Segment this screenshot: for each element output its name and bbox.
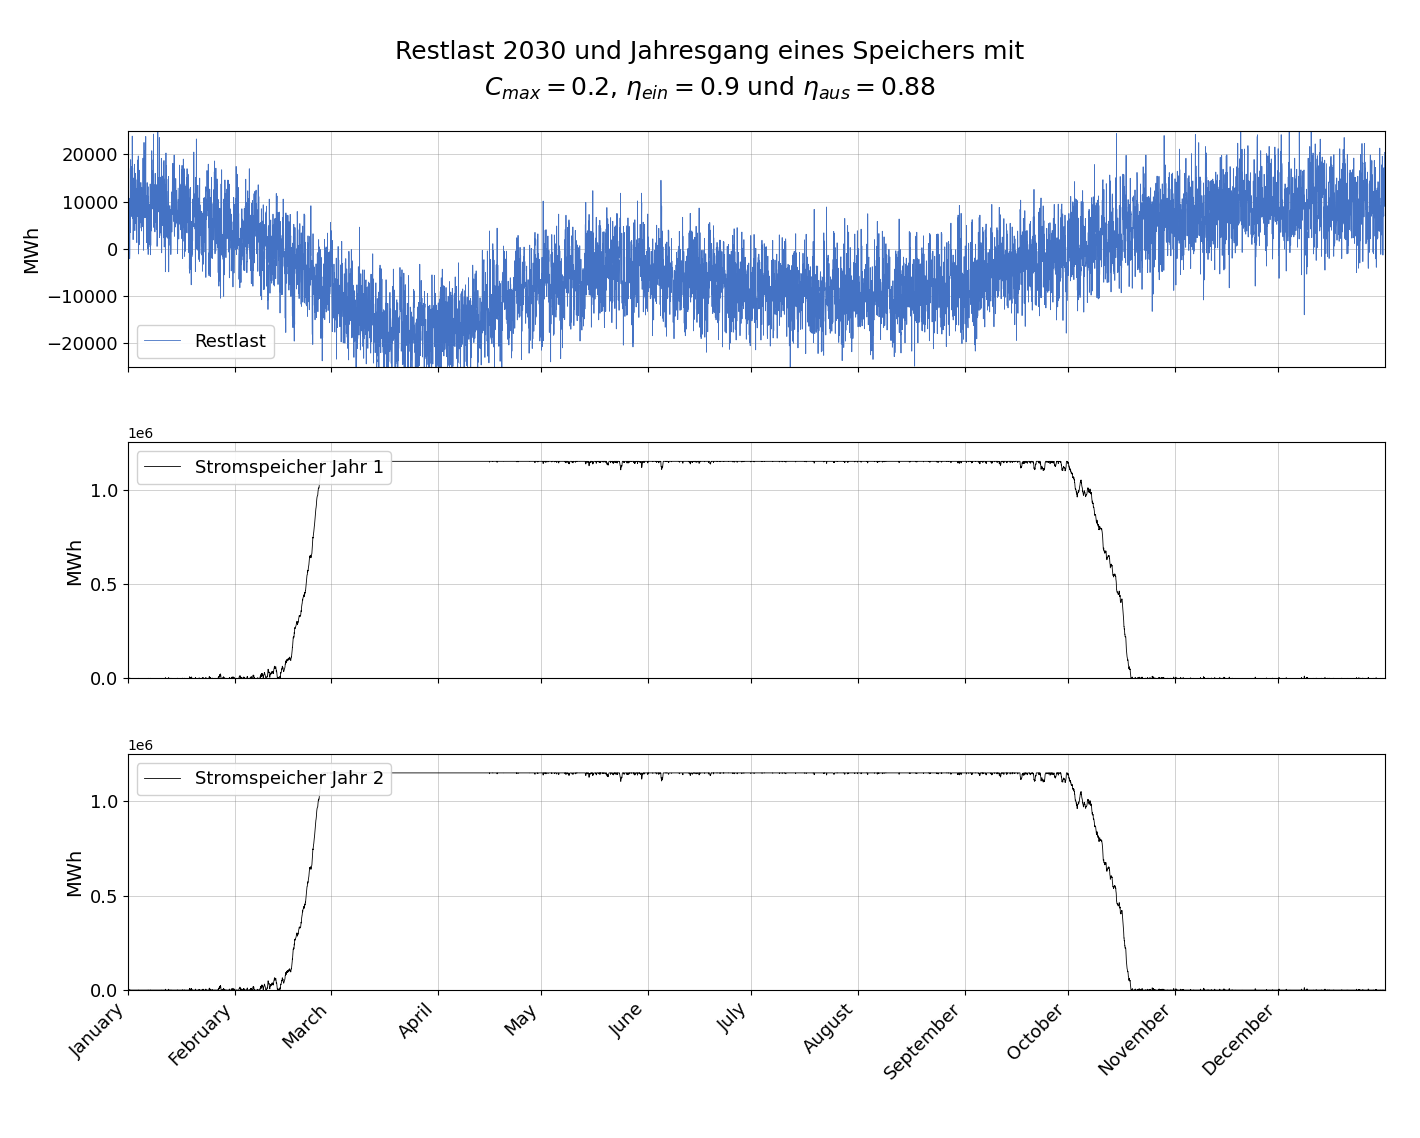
Y-axis label: MWh: MWh xyxy=(21,225,41,273)
Legend: Stromspeicher Jahr 2: Stromspeicher Jahr 2 xyxy=(136,764,390,795)
Text: Restlast 2030 und Jahresgang eines Speichers mit: Restlast 2030 und Jahresgang eines Speic… xyxy=(395,40,1025,64)
Y-axis label: MWh: MWh xyxy=(65,848,84,896)
Legend: Stromspeicher Jahr 1: Stromspeicher Jahr 1 xyxy=(136,452,390,484)
Y-axis label: MWh: MWh xyxy=(65,536,84,585)
Text: $C_{max} = 0.2$, $\eta_{ein} = 0.9$ und $\eta_{aus} = 0.88$: $C_{max} = 0.2$, $\eta_{ein} = 0.9$ und … xyxy=(484,74,936,102)
Legend: Restlast: Restlast xyxy=(136,325,274,357)
